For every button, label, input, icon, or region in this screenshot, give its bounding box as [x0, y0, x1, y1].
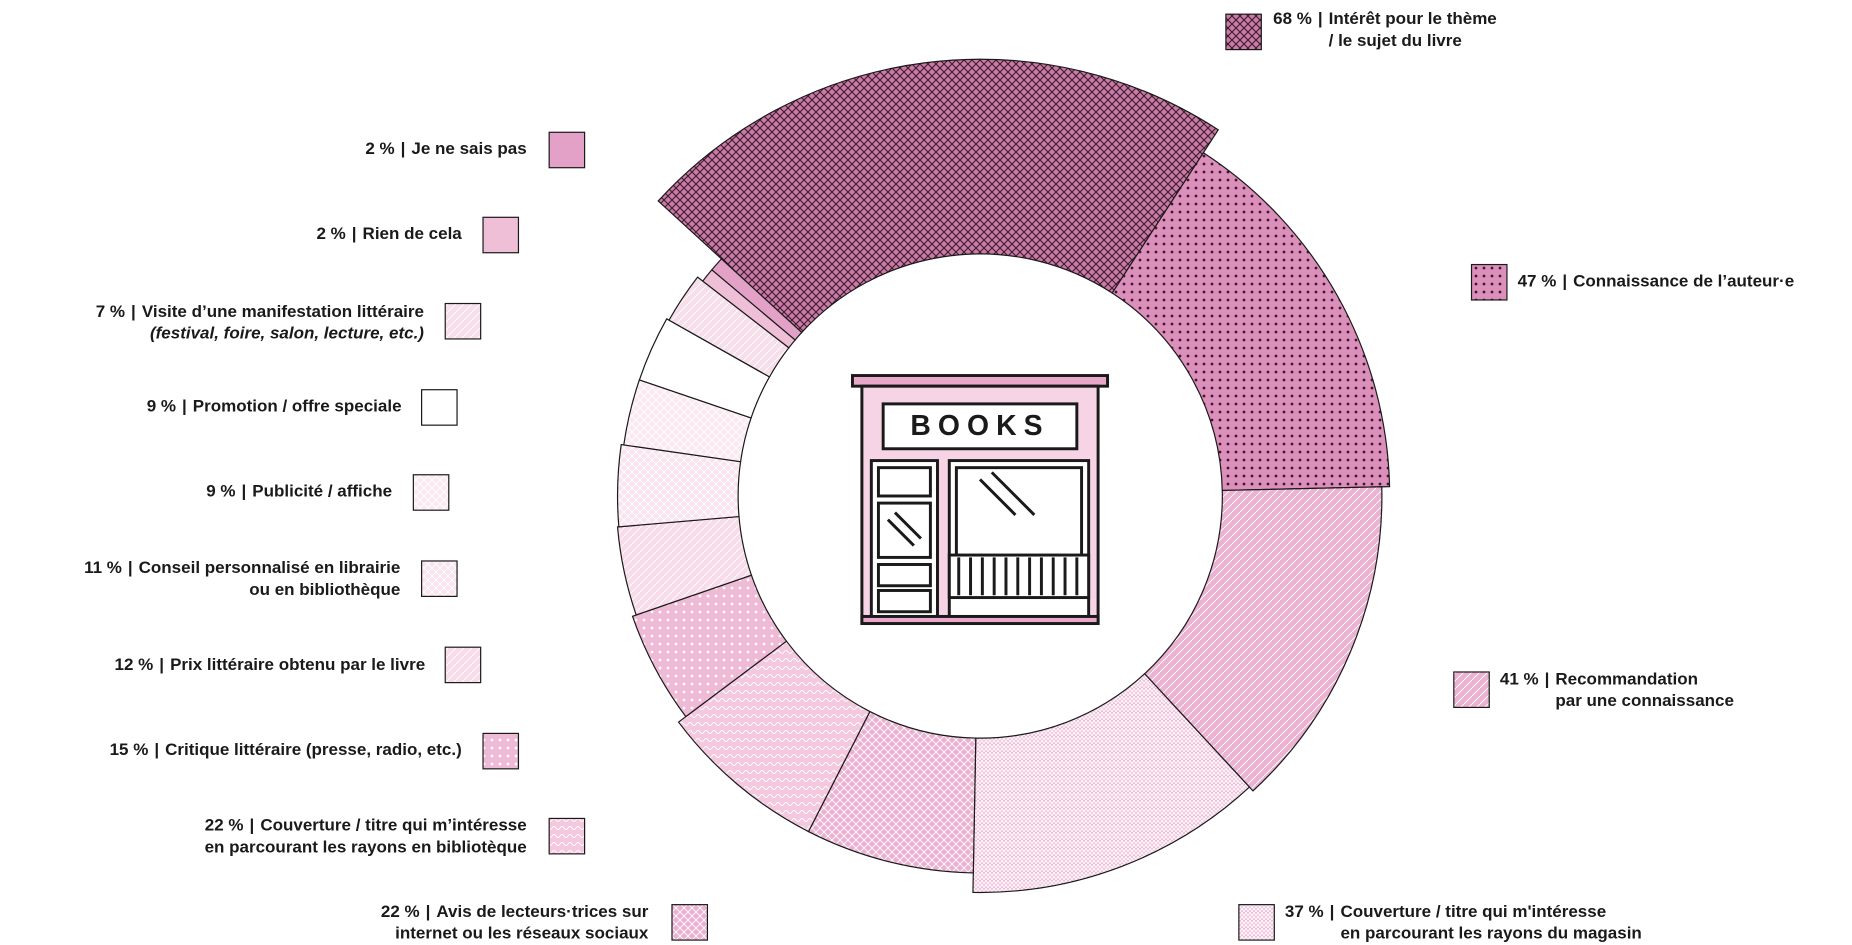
category-label: Visite d’une manifestation littéraire — [142, 302, 424, 321]
category-label: Publicité / affiche — [252, 482, 392, 501]
legend-label-line: par une connaissance — [1555, 691, 1734, 710]
segment — [668, 276, 790, 378]
segment — [677, 640, 871, 833]
legend-label: 11 % | Conseil personnalisé en librairie — [84, 559, 400, 578]
value-label: 37 % — [1285, 902, 1324, 921]
category-label: Connaissance de l’auteur·e — [1573, 272, 1794, 291]
value-label: 68 % — [1273, 10, 1312, 29]
value-label: 9 % — [147, 397, 176, 416]
separator: | — [182, 397, 187, 416]
category-label: Avis de lecteurs·trices sur — [436, 902, 648, 921]
legend-swatch — [482, 216, 520, 254]
value-label: 2 % — [365, 139, 394, 158]
separator: | — [352, 225, 357, 244]
legend-label: 22 % | Avis de lecteurs·trices sur — [381, 902, 649, 921]
separator: | — [401, 139, 406, 158]
segment — [631, 574, 788, 718]
legend-label: 47 % | Connaissance de l’auteur·e — [1518, 272, 1795, 291]
legend-swatch — [421, 389, 458, 426]
legend-label: 22 % | Couverture / titre qui m’intéresse — [205, 816, 527, 835]
segment — [711, 258, 803, 341]
segment — [616, 443, 742, 528]
category-label: Recommandation — [1555, 670, 1698, 689]
icon-text: BOOKS — [910, 410, 1049, 442]
legend-label-line: ou en bibliothèque — [249, 580, 400, 599]
segment — [1111, 151, 1391, 492]
value-label: 41 % — [1500, 670, 1539, 689]
value-label: 12 % — [115, 656, 154, 675]
legend-label: 9 % | Publicité / affiche — [206, 482, 392, 501]
separator: | — [426, 902, 431, 921]
segments — [616, 58, 1391, 894]
legend-swatch — [444, 646, 482, 684]
legend-label: 41 % | Recommandation — [1500, 670, 1698, 689]
category-label: Prix littéraire obtenu par le livre — [170, 656, 425, 675]
category-label: Couverture / titre qui m’intéresse — [260, 816, 526, 835]
legend-swatch — [548, 131, 586, 169]
separator: | — [1562, 272, 1567, 291]
legend-swatch — [482, 732, 520, 770]
category-label: Promotion / offre speciale — [193, 397, 402, 416]
legend-swatch — [671, 904, 709, 941]
legend-label: 2 % | Je ne sais pas — [365, 139, 526, 158]
legend-label: 15 % | Critique littéraire (presse, radio,… — [110, 741, 462, 760]
legend-swatch — [1453, 671, 1490, 709]
separator: | — [131, 302, 136, 321]
separator: | — [159, 656, 164, 675]
separator: | — [1545, 670, 1550, 689]
value-label: 7 % — [96, 302, 125, 321]
legend-swatch — [1470, 263, 1508, 301]
segment — [972, 672, 1251, 894]
segment — [638, 318, 771, 419]
legend-label: 68 % | Intérêt pour le thème — [1273, 10, 1497, 29]
legend-label: 2 % | Rien de cela — [316, 225, 462, 244]
legend-label-line: internet ou les réseaux sociaux — [395, 924, 649, 943]
legend-label: 7 % | Visite d’une manifestation littérair… — [96, 302, 424, 321]
value-label: 47 % — [1518, 272, 1557, 291]
separator: | — [1330, 902, 1335, 921]
value-label: 9 % — [206, 482, 235, 501]
legend-label-line: en parcourant les rayons en bibliotèque — [205, 837, 527, 856]
value-label: 15 % — [110, 741, 149, 760]
separator: | — [128, 559, 133, 578]
category-label: Critique littéraire (presse, radio, etc.… — [165, 741, 462, 760]
segment — [657, 58, 1220, 334]
value-label: 11 % — [84, 559, 122, 578]
segment — [616, 515, 753, 616]
legend-swatch — [1225, 13, 1262, 51]
separator: | — [1318, 10, 1323, 29]
value-label: 22 % — [381, 902, 420, 921]
separator: | — [154, 741, 159, 760]
category-label: Conseil personnalisé en librairie — [139, 559, 401, 578]
legend-swatch — [412, 474, 450, 511]
value-label: 2 % — [316, 225, 345, 244]
bookstore-icon: BOOKS — [850, 374, 1110, 626]
legend-swatch — [444, 302, 482, 340]
legend-swatch — [548, 817, 586, 855]
legend-label: 37 % | Couverture / titre qui m'intéresse — [1285, 902, 1606, 921]
segment — [1143, 486, 1383, 792]
category-label: Intérêt pour le thème — [1329, 10, 1497, 29]
legend-swatch — [1238, 904, 1275, 941]
legend-label: 9 % | Promotion / offre speciale — [147, 397, 402, 416]
category-label: Couverture / titre qui m'intéresse — [1340, 902, 1606, 921]
category-label: Rien de cela — [363, 225, 463, 244]
separator: | — [242, 482, 247, 501]
legend-label-line: en parcourant les rayons du magasin — [1340, 924, 1641, 943]
category-label: Je ne sais pas — [411, 139, 526, 158]
value-label: 22 % — [205, 816, 244, 835]
legend-swatch — [421, 560, 458, 598]
legend: 68 % | Intérêt pour le thème / le sujet du … — [84, 10, 1794, 943]
separator: | — [250, 816, 255, 835]
legend-label-line: (festival, foire, salon, lecture, etc.) — [150, 324, 424, 343]
legend-label: 12 % | Prix littéraire obtenu par le livre — [115, 656, 426, 675]
legend-label-line: / le sujet du livre — [1329, 31, 1462, 50]
